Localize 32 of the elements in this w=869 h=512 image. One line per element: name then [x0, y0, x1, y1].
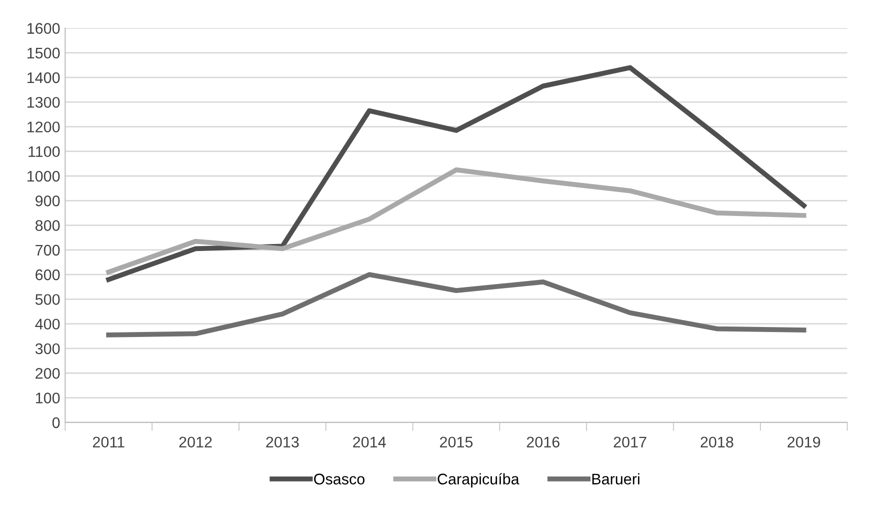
y-tick-label: 1500 — [27, 48, 60, 58]
line-series — [106, 272, 806, 338]
y-tick-label: 1300 — [27, 96, 60, 108]
y-tick-label: 100 — [36, 392, 60, 404]
legend-label: Barueri — [592, 473, 640, 484]
y-tick-label: 1600 — [27, 23, 60, 34]
x-tick-label: 2017 — [614, 436, 646, 448]
y-tick-label: 1400 — [27, 72, 60, 84]
x-tick-label: 2019 — [788, 436, 820, 448]
y-tick-label: 0 — [52, 417, 60, 428]
x-tick-label: 2014 — [353, 436, 386, 448]
x-tick-label: 2013 — [266, 436, 299, 448]
x-tick-label: 2012 — [179, 436, 212, 448]
y-tick-label: 700 — [36, 244, 60, 256]
y-tick-label: 900 — [36, 196, 60, 206]
x-tick-label: 2011 — [92, 436, 124, 448]
y-tick-label: 200 — [36, 368, 60, 379]
y-tick-label: 300 — [35, 343, 60, 354]
y-tick-label: 1200 — [27, 122, 60, 132]
x-tick-label: 2018 — [700, 436, 734, 448]
y-tick-label: 1100 — [28, 146, 60, 158]
legend-label: Carapicuíba — [438, 473, 520, 488]
line-series — [106, 167, 806, 275]
x-tick-label: 2016 — [526, 436, 560, 448]
y-tick-label: 1000 — [27, 170, 60, 182]
y-tick-label: 800 — [35, 220, 60, 231]
x-tick-label: 2015 — [440, 436, 473, 448]
y-tick-label: 400 — [35, 318, 60, 330]
legend-label: Osasco — [314, 474, 364, 484]
y-tick-label: 600 — [36, 269, 60, 280]
y-tick-label: 500 — [35, 294, 60, 305]
line-series — [106, 65, 806, 282]
